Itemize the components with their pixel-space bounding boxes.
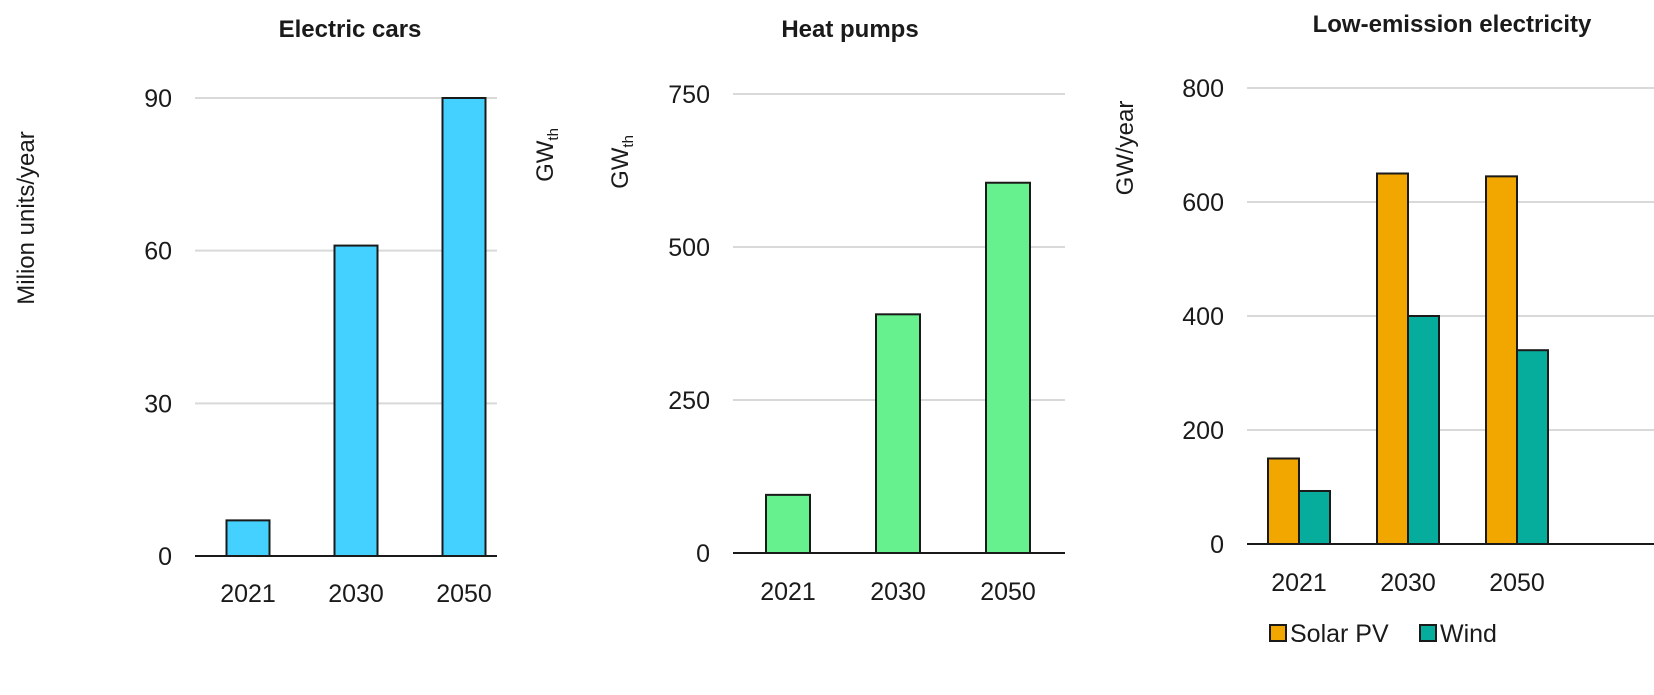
panel-1-ytick-label: 30: [144, 390, 172, 418]
panel-3-bar-wind-2030: [1407, 315, 1440, 545]
panel-1-bar-2021: [225, 519, 271, 558]
panel-1-xtick-label: 2030: [328, 580, 384, 608]
panel-2-xtick-label: 2050: [980, 578, 1036, 606]
panel-3-y-axis-label: GW/year: [1112, 101, 1139, 196]
panel-1-bar-2030: [333, 244, 379, 557]
panel-3-ytick-label: 800: [1182, 75, 1224, 103]
panel-3-xtick-label: 2021: [1271, 569, 1327, 597]
panel-3-title: Low-emission electricity: [1313, 11, 1592, 38]
panel-3-legend-swatch: [1269, 624, 1287, 642]
panel-1-ytick-label: 60: [144, 238, 172, 266]
panel-2-ytick-label: 0: [696, 540, 710, 568]
panel-1-xtick-label: 2050: [436, 580, 492, 608]
panel-1-bar-2050: [441, 97, 487, 557]
panel-1-secondary-axis-label: GWth: [532, 128, 562, 182]
panel-3-ytick-label: 200: [1182, 417, 1224, 445]
panel-3-bar-wind-2050: [1516, 349, 1549, 546]
panel-2-bar-2050: [985, 181, 1031, 555]
panel-1-y-axis-label: Milion units/year: [13, 131, 40, 304]
panel-3-legend-label: Solar PV: [1290, 620, 1389, 648]
panel-2-ytick-label: 250: [668, 387, 710, 415]
panel-3-bar-solar-pv-2050: [1485, 175, 1518, 545]
panel-3-ytick-label: 400: [1182, 303, 1224, 331]
panel-1-title: Electric cars: [279, 16, 422, 43]
panel-3-bar-solar-pv-2030: [1376, 172, 1409, 545]
panel-2-xtick-label: 2021: [760, 578, 816, 606]
panel-3-ytick-label: 0: [1210, 531, 1224, 559]
panel-3-xtick-label: 2030: [1380, 569, 1436, 597]
panel-1-secondary-axis-label-subscript: th: [545, 128, 562, 141]
panel-1-secondary-axis-label-base: GW: [532, 140, 559, 182]
panel-1-ytick-label: 0: [158, 543, 172, 571]
panel-3-xtick-label: 2050: [1489, 569, 1545, 597]
panel-2-xtick-label: 2030: [870, 578, 926, 606]
panel-2-ytick-label: 500: [668, 234, 710, 262]
panel-3-bar-wind-2021: [1298, 489, 1331, 545]
panel-2-y-axis-label-base: GW: [607, 147, 634, 189]
panel-2-bar-2030: [875, 313, 921, 554]
panel-2-bar-2021: [765, 493, 811, 554]
panel-2-ytick-label: 750: [668, 81, 710, 109]
panel-3-ytick-label: 600: [1182, 189, 1224, 217]
panel-2-y-axis-label: GWth: [607, 135, 637, 189]
panel-2-title: Heat pumps: [781, 16, 918, 43]
panel-2-y-axis-label-subscript: th: [620, 135, 637, 148]
panel-3-legend-label: Wind: [1440, 620, 1497, 648]
panel-1-xtick-label: 2021: [220, 580, 276, 608]
panel-3-legend-swatch: [1419, 624, 1437, 642]
panel-1-ytick-label: 90: [144, 85, 172, 113]
panel-3-bar-solar-pv-2021: [1267, 457, 1300, 545]
